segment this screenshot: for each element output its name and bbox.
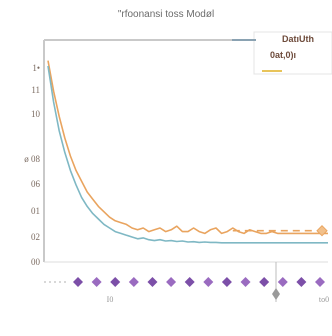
x-tick-marker — [221, 277, 232, 287]
legend-box — [253, 31, 332, 75]
x-tick-marker — [147, 277, 158, 287]
series-line-2 — [47, 65, 328, 244]
x-tick-marker — [73, 277, 83, 287]
y-tick-label: 10 — [31, 109, 41, 119]
y-tick-label: 11 — [31, 85, 40, 95]
x-tick-marker — [128, 277, 139, 287]
x-tick-marker — [296, 277, 307, 287]
series-line-1 — [47, 60, 328, 235]
y-tick-label: 02 — [31, 232, 40, 242]
plot-area — [47, 60, 328, 244]
y-tick-label: 1• — [32, 63, 40, 73]
y-tick-label: 00 — [31, 257, 41, 267]
x-tick-label: I0 — [107, 295, 114, 304]
x-tick-marker — [184, 277, 195, 287]
x-tick-marker — [315, 277, 325, 287]
y-tick-label: ø 08 — [24, 154, 40, 164]
x-tick-marker — [91, 277, 102, 287]
x-tick-marker — [259, 277, 270, 287]
y-tick-label: 06 — [31, 179, 41, 189]
x-tick-marker — [277, 277, 288, 287]
y-tick-label: 01 — [31, 206, 40, 216]
x-tick-marker — [240, 277, 251, 287]
x-tick-marker — [166, 277, 177, 287]
legend-label: DatıUth — [282, 34, 314, 44]
legend-label: 0at,0)ı — [270, 50, 296, 60]
legend: DatıUth 0at,0)ı — [232, 31, 332, 75]
x-position-marker — [272, 262, 280, 302]
x-tick-marker — [203, 277, 214, 287]
y-tick-labels: 1• 11 10 ø 08 06 01 02 00 — [24, 63, 40, 267]
x-tick-marker — [110, 277, 121, 287]
x-tick-label: to0 — [319, 295, 329, 304]
x-axis-markers — [44, 277, 325, 287]
chart-title: "rfoonansi toss Modøl — [118, 9, 214, 20]
dashed-line-end-marker — [316, 224, 328, 237]
